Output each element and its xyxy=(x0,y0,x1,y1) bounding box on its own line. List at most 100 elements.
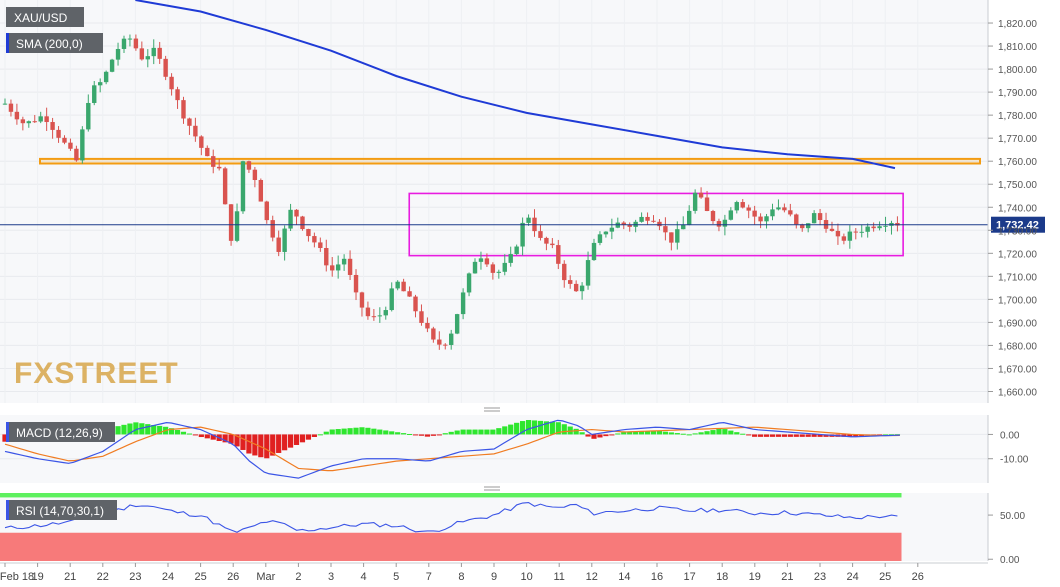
candle-body xyxy=(14,111,20,120)
macd-hist-bar xyxy=(585,434,591,437)
candle-body xyxy=(294,209,299,217)
macd-hist-bar xyxy=(157,425,163,435)
macd-hist-bar xyxy=(412,434,419,436)
macd-hist-bar xyxy=(347,428,353,435)
rsi-pane[interactable]: 50.00 0.00 RSI (14,70,30,1) xyxy=(0,493,1025,566)
macd-label-box[interactable]: MACD (12,26,9) xyxy=(6,422,115,442)
time-tick-label: Feb 18 xyxy=(0,571,34,583)
candle-body xyxy=(205,147,210,157)
candle-body xyxy=(746,207,751,211)
candle-body xyxy=(877,226,882,229)
price-tick-label: 1,810.00 xyxy=(998,42,1037,53)
time-tick-label: 26 xyxy=(912,571,924,583)
macd-hist-bar xyxy=(674,433,680,435)
macd-hist-bar xyxy=(246,434,252,454)
candle-body xyxy=(573,283,579,292)
candle-body xyxy=(300,216,305,230)
macd-hist-bar xyxy=(115,426,121,435)
macd-hist-bar xyxy=(484,429,490,435)
macd-hist-bar xyxy=(698,432,704,435)
macd-hist-bar xyxy=(401,433,407,435)
macd-hist-bar xyxy=(502,426,508,435)
candle-body xyxy=(728,210,734,220)
candle-body xyxy=(829,228,835,231)
macd-hist-bar xyxy=(799,434,805,437)
time-tick-label: 24 xyxy=(162,571,174,583)
macd-hist-bar xyxy=(775,434,782,437)
macd-hist-bar xyxy=(234,434,240,447)
macd-hist-bar xyxy=(180,431,187,435)
candle-body xyxy=(127,38,133,40)
candle-body xyxy=(169,76,174,90)
macd-hist-bar xyxy=(811,434,817,437)
macd-tick-label: -10.00 xyxy=(1000,455,1029,466)
macd-hist-bar xyxy=(805,434,811,437)
macd-hist-bar xyxy=(121,424,127,435)
candle-body xyxy=(562,263,567,281)
brand-text-b: STREET xyxy=(54,357,178,390)
time-tick-label: 23 xyxy=(814,571,826,583)
candle-body xyxy=(692,192,698,211)
rsi-line xyxy=(4,501,898,533)
macd-hist-bar xyxy=(490,429,496,435)
candle-body xyxy=(401,281,406,292)
candle-body xyxy=(276,237,281,252)
price-tick-label: 1,770.00 xyxy=(998,134,1037,145)
price-tick-label: 1,790.00 xyxy=(998,88,1037,99)
candle-body xyxy=(32,121,37,123)
price-tick-label: 1,720.00 xyxy=(998,249,1037,260)
time-tick-label: 8 xyxy=(458,571,464,583)
candle-body xyxy=(437,339,442,345)
pane-resize-handle-1[interactable] xyxy=(484,407,500,412)
candle-body xyxy=(431,328,436,340)
macd-signal-path xyxy=(4,426,900,472)
candle-body xyxy=(734,202,739,211)
time-tick-label: 4 xyxy=(361,571,367,583)
macd-hist-bar xyxy=(746,434,752,436)
macd-hist-bar xyxy=(514,422,520,435)
sma-label-box[interactable]: SMA (200,0) xyxy=(6,33,103,53)
time-tick-label: 25 xyxy=(879,571,891,583)
rsi-zones xyxy=(0,493,902,561)
macd-hist-bar xyxy=(204,434,210,439)
macd-hist-bar xyxy=(757,434,764,437)
price-pane[interactable]: FXSTREET 1,732.42 1,660.00 1,670.00 1,680.… xyxy=(0,0,1045,403)
candle-body xyxy=(258,179,264,202)
macd-hist-bar xyxy=(769,434,776,437)
price-tick-label: 1,700.00 xyxy=(998,295,1037,306)
macd-hist-bar xyxy=(633,431,639,435)
macd-hist-bar xyxy=(258,434,264,458)
candle-body xyxy=(8,103,14,112)
macd-hist-bar xyxy=(395,432,401,435)
brand-text-a: FX xyxy=(14,357,54,390)
candle-body xyxy=(175,89,180,101)
rsi-oversold-zone xyxy=(0,532,902,561)
macd-line xyxy=(4,419,900,479)
rsi-label-box[interactable]: RSI (14,70,30,1) xyxy=(6,500,117,520)
candle-body xyxy=(805,223,811,229)
macd-hist-bar xyxy=(567,426,573,435)
macd-hist-bar xyxy=(293,434,300,445)
rsi-path xyxy=(4,501,898,533)
candle-body xyxy=(330,265,335,271)
candle-body xyxy=(579,285,585,292)
candle-body xyxy=(377,315,383,317)
candle-body xyxy=(163,58,168,77)
macd-hist-bar xyxy=(763,434,770,437)
candle-body xyxy=(764,216,769,222)
macd-pane[interactable]: 0.00 -10.00 MACD (12,26,9) xyxy=(0,415,1029,483)
candle-body xyxy=(139,48,145,60)
candle-body xyxy=(669,232,674,243)
macd-hist-bar xyxy=(496,428,502,435)
candle-body xyxy=(776,207,781,210)
macd-hist-bar xyxy=(692,433,698,435)
time-tick-label: 12 xyxy=(586,571,598,583)
candle-body xyxy=(591,242,597,261)
pane-resize-handle-2[interactable] xyxy=(484,486,500,491)
candle-body xyxy=(341,258,347,265)
macd-hist-bar xyxy=(817,434,823,437)
candle-body xyxy=(252,169,258,180)
symbol-label-box[interactable]: XAU/USD xyxy=(6,7,84,27)
